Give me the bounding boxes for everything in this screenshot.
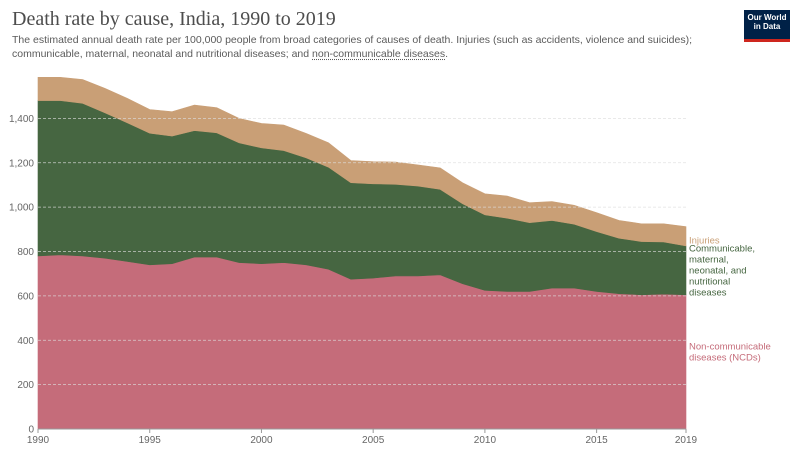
- y-tick-label: 200: [17, 380, 34, 391]
- x-tick-label: 1995: [139, 435, 162, 446]
- y-tick-label: 600: [17, 291, 34, 302]
- y-tick-label: 1,000: [9, 203, 34, 214]
- logo-line-2: in Data: [753, 22, 781, 31]
- y-tick-label: 0: [28, 425, 34, 436]
- y-tick-label: 400: [17, 336, 34, 347]
- chart-title: Death rate by cause, India, 1990 to 2019: [12, 8, 336, 30]
- x-tick-label: 2015: [585, 435, 608, 446]
- series-label-2: Injuries: [689, 235, 720, 246]
- y-tick-label: 800: [17, 247, 34, 258]
- owid-logo[interactable]: Our World in Data: [744, 10, 790, 42]
- x-tick-label: 1990: [27, 435, 50, 446]
- x-tick-label: 2005: [362, 435, 385, 446]
- series-label-0: Non-communicable: [689, 341, 771, 352]
- series-label-1: nutritional: [689, 276, 730, 287]
- subtitle-end: .: [445, 48, 449, 60]
- y-tick-label: 1,200: [9, 158, 34, 169]
- series-label-1: Communicable,: [689, 243, 755, 254]
- series-label-1: neonatal, and: [689, 265, 747, 276]
- series-label-0: diseases (NCDs): [689, 352, 761, 363]
- logo-line-1: Our World: [747, 13, 787, 22]
- series-label-1: diseases: [689, 287, 727, 298]
- x-tick-label: 2000: [250, 435, 273, 446]
- x-tick-label: 2019: [675, 435, 698, 446]
- x-tick-label: 2010: [474, 435, 497, 446]
- ncd-link[interactable]: non-communicable diseases: [312, 48, 446, 60]
- subtitle-text: The estimated annual death rate per 100,…: [12, 34, 692, 60]
- y-tick-label: 1,400: [9, 114, 34, 125]
- area-series-2: [37, 77, 687, 247]
- series-label-1: maternal,: [689, 254, 729, 265]
- chart-subtitle: The estimated annual death rate per 100,…: [12, 33, 722, 61]
